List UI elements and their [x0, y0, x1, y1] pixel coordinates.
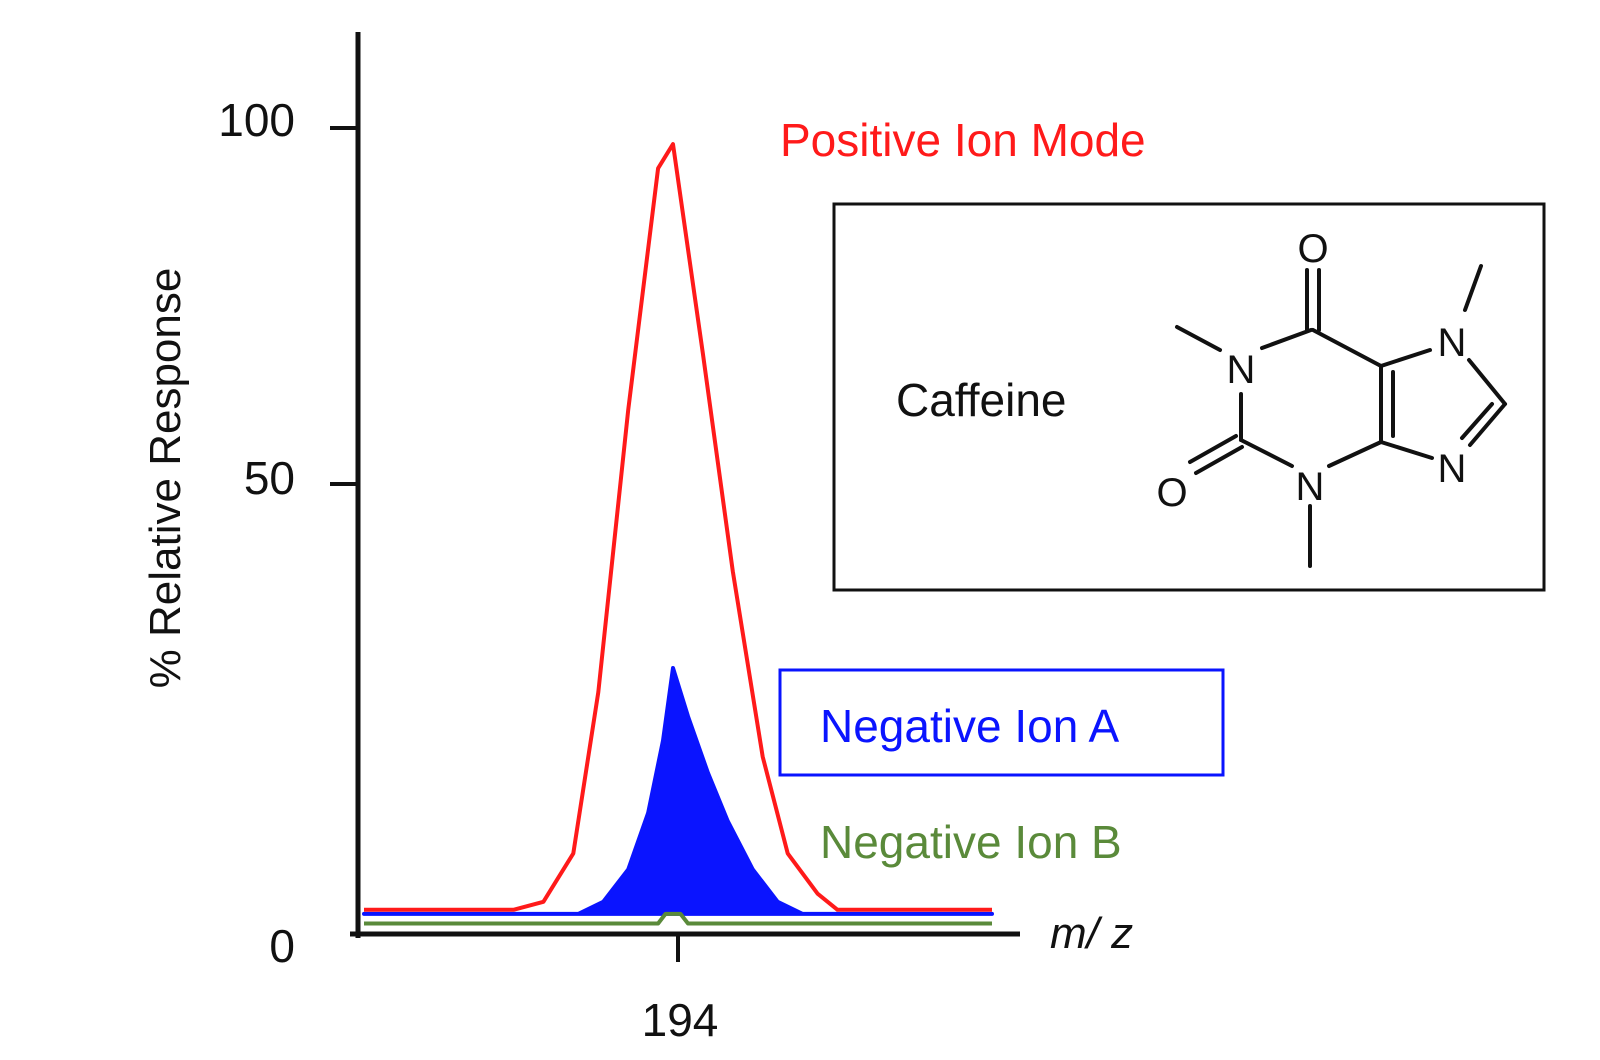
y-tick-label-50: 50 — [244, 452, 295, 504]
x-tick-label-194: 194 — [642, 994, 719, 1046]
atom-n3: N — [1296, 465, 1325, 509]
atom-n1: N — [1227, 348, 1256, 392]
axes — [330, 32, 1020, 962]
caffeine-structure — [1175, 264, 1507, 568]
series-negative-ion-b — [364, 911, 992, 926]
series-negative-ion-a — [362, 666, 994, 916]
atom-n7: N — [1438, 321, 1467, 365]
atom-n9: N — [1438, 447, 1467, 491]
x-axis-title: m/ z — [1050, 909, 1133, 958]
legend-negative-ion-a: Negative Ion A — [820, 700, 1120, 752]
legend-negative-ion-a-box — [778, 668, 1225, 777]
y-tick-label-100: 100 — [218, 94, 295, 146]
y-tick-label-0: 0 — [269, 920, 295, 972]
atom-o-top: O — [1297, 227, 1328, 271]
caffeine-inset: Caffeine — [832, 202, 1546, 592]
y-axis-title: % Relative Response — [141, 268, 190, 689]
series-positive-ion-mode — [364, 142, 992, 912]
caffeine-inset-frame — [832, 202, 1546, 592]
series-layer — [362, 142, 994, 926]
legend-negative-ion-b: Negative Ion B — [820, 816, 1122, 868]
caffeine-label: Caffeine — [896, 374, 1067, 426]
legend-positive-ion-mode: Positive Ion Mode — [780, 114, 1146, 166]
atom-o-left: O — [1156, 471, 1187, 515]
